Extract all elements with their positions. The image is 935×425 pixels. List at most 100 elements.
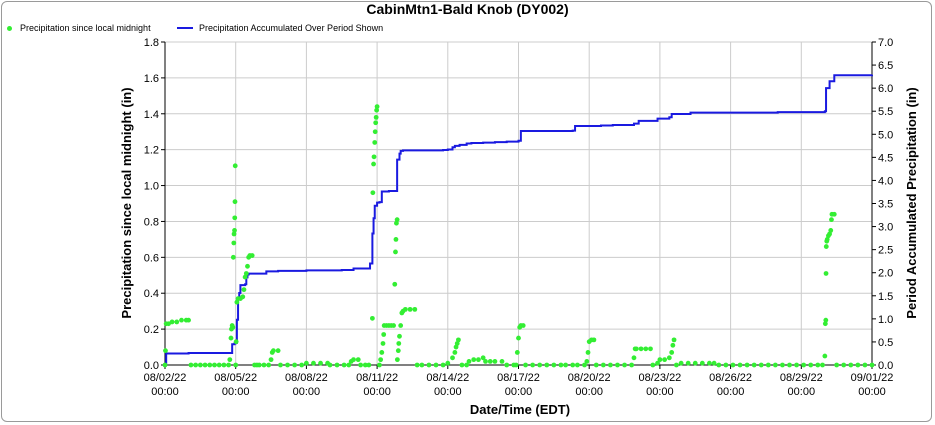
- daily-point: [730, 362, 736, 368]
- daily-point: [450, 355, 455, 361]
- legend-swatch-daily: [7, 25, 12, 31]
- daily-point: [650, 362, 656, 368]
- daily-point: [398, 323, 404, 328]
- daily-point: [655, 360, 660, 366]
- daily-point: [278, 362, 283, 368]
- daily-point: [193, 362, 199, 368]
- daily-point: [685, 360, 691, 366]
- chart-title: CabinMtn1-Bald Knob (DY002): [366, 1, 569, 17]
- daily-point: [822, 353, 828, 359]
- daily-point: [232, 215, 238, 221]
- daily-point: [600, 362, 606, 368]
- daily-point: [765, 362, 771, 368]
- daily-point: [394, 217, 400, 223]
- daily-point: [699, 360, 705, 366]
- daily-point: [372, 129, 378, 135]
- daily-point: [163, 348, 168, 354]
- daily-point: [516, 335, 521, 341]
- daily-point: [186, 317, 191, 323]
- daily-point: [593, 362, 599, 368]
- daily-point: [758, 362, 764, 368]
- x-tick-label-date: 08/20/22: [568, 372, 611, 384]
- daily-point: [570, 362, 576, 368]
- daily-point: [744, 362, 750, 368]
- daily-point: [558, 362, 564, 368]
- daily-point: [249, 253, 255, 258]
- daily-point: [638, 346, 644, 352]
- daily-point: [358, 362, 364, 368]
- legend-label-accumulated: Precipitation Accumulated Over Period Sh…: [199, 23, 384, 33]
- daily-point: [379, 350, 385, 355]
- daily-point: [669, 350, 675, 355]
- daily-point: [808, 362, 814, 368]
- daily-point: [240, 294, 246, 300]
- daily-point: [393, 236, 399, 242]
- daily-point: [499, 359, 505, 364]
- daily-point: [772, 362, 778, 368]
- daily-point: [233, 339, 239, 345]
- daily-point: [815, 362, 821, 368]
- daily-point: [662, 357, 668, 363]
- daily-point: [530, 362, 536, 368]
- daily-point: [848, 362, 854, 368]
- daily-point: [227, 357, 233, 363]
- y2-tick-label: 3.0: [878, 222, 893, 234]
- daily-point: [591, 337, 597, 343]
- daily-point: [261, 362, 267, 368]
- y2-tick-label: 7.0: [878, 37, 893, 49]
- daily-point: [391, 323, 396, 328]
- daily-point: [615, 362, 620, 368]
- daily-point: [230, 254, 236, 260]
- y2-tick-label: 6.5: [878, 60, 893, 72]
- daily-point: [643, 346, 649, 352]
- daily-point: [216, 362, 222, 368]
- daily-point: [374, 104, 380, 109]
- daily-point: [380, 341, 386, 346]
- daily-point: [466, 359, 472, 364]
- daily-point: [452, 350, 458, 355]
- daily-point: [585, 350, 591, 355]
- daily-point: [232, 228, 237, 233]
- daily-point: [221, 362, 227, 368]
- daily-point: [311, 360, 316, 366]
- y-tick-label: 1.2: [144, 145, 159, 157]
- daily-point: [633, 346, 639, 352]
- daily-point: [794, 362, 799, 368]
- y-tick-label: 1.8: [144, 37, 159, 49]
- tick-labels: 0.0 0.2 0.4 0.6 0.8 1.0 1.2 1.4 1.6 1.8 0.0 0.5 1.0 1…: [144, 37, 894, 398]
- x-tick-label-date: 08/02/22: [144, 372, 187, 384]
- x-tick-label-date: 08/05/22: [214, 372, 257, 384]
- daily-point: [226, 362, 232, 368]
- x-tick-label-date: 08/29/22: [780, 372, 823, 384]
- daily-point: [162, 362, 168, 368]
- daily-point: [523, 362, 528, 368]
- daily-point: [419, 362, 425, 368]
- daily-point: [304, 360, 309, 366]
- daily-point: [374, 107, 380, 113]
- x-tick-label-date: 08/11/22: [356, 372, 398, 384]
- daily-point: [299, 362, 305, 368]
- daily-point: [780, 362, 785, 368]
- daily-point: [318, 360, 323, 366]
- y-tick-label: 0.6: [144, 252, 159, 264]
- daily-point: [381, 332, 387, 337]
- x-axis-label: Date/Time (EDT): [470, 402, 570, 417]
- y-tick-label: 1.0: [144, 181, 159, 193]
- daily-point: [751, 362, 757, 368]
- daily-point: [402, 306, 408, 312]
- daily-point: [829, 217, 834, 223]
- daily-point: [256, 362, 262, 368]
- x-tick-label-time: 00:00: [788, 386, 816, 398]
- daily-point: [396, 341, 402, 346]
- y2-tick-label: 6.0: [878, 83, 893, 95]
- daily-point: [179, 317, 184, 323]
- daily-point: [268, 357, 274, 363]
- y2-tick-label: 2.5: [878, 245, 893, 257]
- daily-point: [285, 362, 290, 368]
- daily-point: [371, 161, 376, 167]
- y2-tick-label: 3.5: [878, 199, 893, 211]
- x-tick-label-date: 08/26/22: [709, 372, 752, 384]
- daily-point: [456, 337, 461, 343]
- daily-point: [440, 362, 446, 368]
